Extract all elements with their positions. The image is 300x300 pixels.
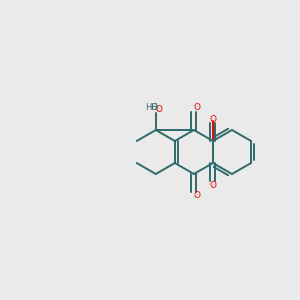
Text: HO: HO <box>145 103 158 112</box>
Text: O: O <box>155 104 162 113</box>
Text: O: O <box>194 191 200 200</box>
Text: O: O <box>209 181 216 190</box>
Text: H: H <box>151 103 157 112</box>
Text: O: O <box>209 115 216 124</box>
Text: O: O <box>194 103 200 112</box>
